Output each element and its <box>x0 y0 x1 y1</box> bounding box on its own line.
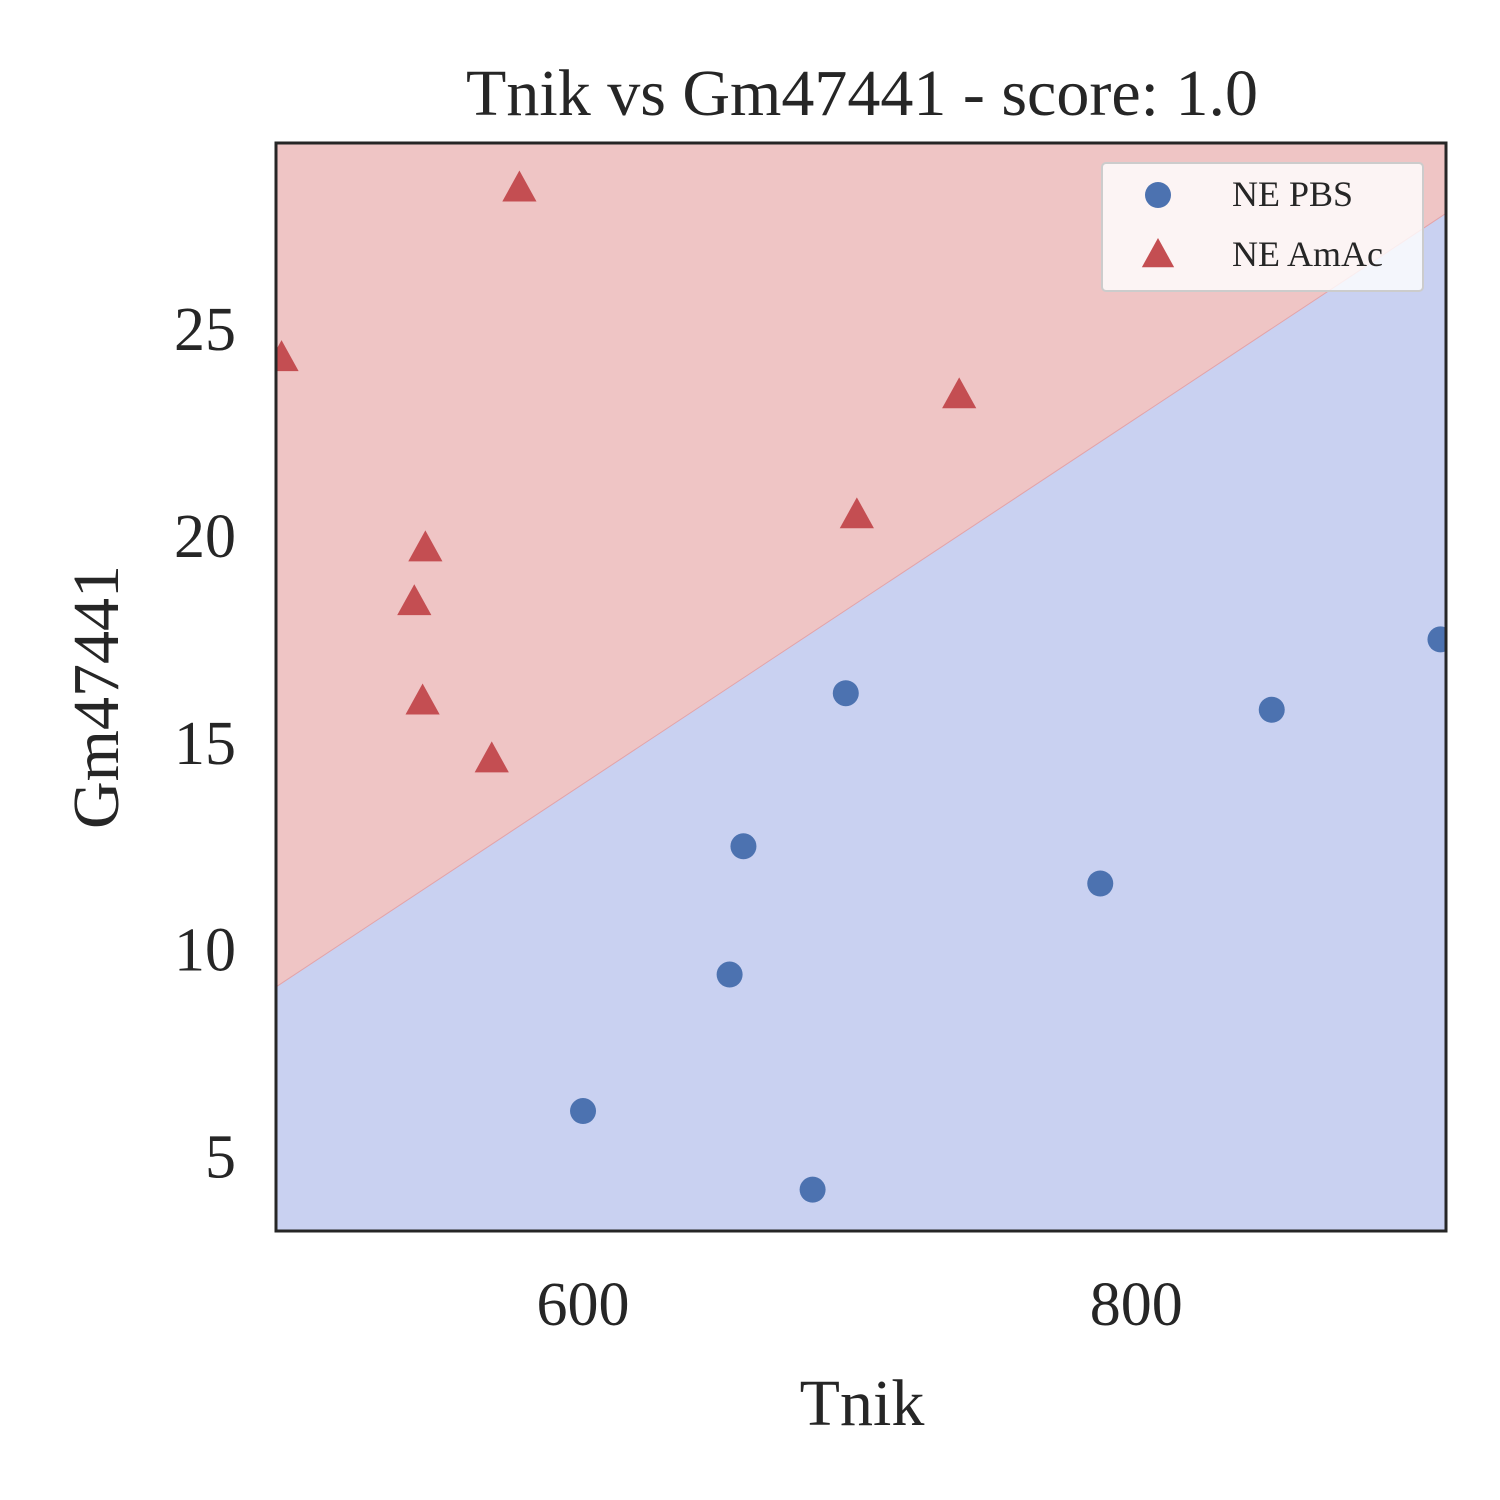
legend-marker-ne-amac <box>1141 238 1175 268</box>
decision-boundary-line <box>275 212 1447 988</box>
y-tick-label: 25 <box>174 296 236 364</box>
point-ne-amac <box>405 683 440 715</box>
point-ne-amac <box>502 170 537 202</box>
legend-label: NE PBS <box>1232 174 1353 214</box>
point-ne-amac <box>276 340 299 372</box>
point-ne-amac <box>474 741 509 773</box>
decision-regions <box>275 143 1447 1231</box>
chart-title: Tnik vs Gm47441 - score: 1.0 <box>466 57 1258 130</box>
y-tick-label: 15 <box>174 710 236 778</box>
point-ne-pbs <box>1087 870 1114 897</box>
point-ne-amac <box>408 530 443 562</box>
data-points-group <box>276 170 1446 1203</box>
point-ne-amac <box>839 497 874 529</box>
x-tick-label: 600 <box>537 1271 630 1339</box>
legend-marker-ne-pbs <box>1145 182 1171 208</box>
point-ne-amac <box>397 584 432 616</box>
point-ne-pbs <box>570 1098 597 1125</box>
y-tick-label: 5 <box>205 1124 236 1192</box>
y-axis-ticks: 5 10 15 20 25 <box>174 296 236 1191</box>
x-axis-label: Tnik <box>800 1367 925 1440</box>
plot-frame <box>274 141 1448 1233</box>
point-ne-pbs <box>716 961 743 988</box>
region-ne-pbs <box>276 213 1446 1231</box>
x-axis-ticks: 600 800 <box>537 1271 1183 1339</box>
point-ne-pbs <box>799 1176 826 1203</box>
point-ne-pbs <box>1258 696 1285 723</box>
legend: NE PBS NE AmAc <box>1101 162 1424 292</box>
legend-box <box>1101 162 1424 292</box>
point-ne-pbs <box>730 833 757 860</box>
legend-label: NE AmAc <box>1232 234 1383 274</box>
point-ne-pbs <box>832 680 859 707</box>
y-tick-label: 20 <box>174 503 236 571</box>
y-axis-label: Gm47441 <box>60 565 133 829</box>
point-ne-amac <box>942 377 977 409</box>
region-ne-amac <box>276 143 1446 987</box>
x-tick-label: 800 <box>1090 1271 1183 1339</box>
point-ne-pbs <box>1427 626 1446 653</box>
data-points <box>276 170 1446 1203</box>
y-tick-label: 10 <box>174 917 236 985</box>
